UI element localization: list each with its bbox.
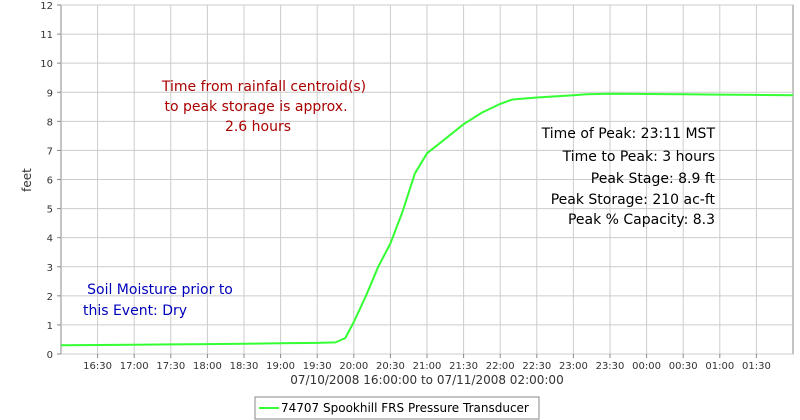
x-tick-label: 16:30 xyxy=(83,361,112,372)
peak-annotation: Time of Peak: 23:11 MST Time to Peak: 3 … xyxy=(541,126,716,228)
x-tick-label: 21:00 xyxy=(413,361,442,372)
rainfall-annotation: Time from rainfall centroid(s) to peak s… xyxy=(161,79,366,135)
peak-annotation-line-3: Peak Stage: 8.9 ft xyxy=(591,171,716,187)
soil-annotation: Soil Moisture prior to this Event: Dry xyxy=(83,282,233,319)
x-tick-label: 19:00 xyxy=(266,361,295,372)
x-tick-label: 01:30 xyxy=(742,361,771,372)
y-tick-label: 0 xyxy=(47,350,53,361)
x-axis-label: 07/10/2008 16:00:00 to 07/11/2008 02:00:… xyxy=(290,373,563,387)
soil-annotation-line-2: this Event: Dry xyxy=(83,303,187,319)
x-tick-label: 01:00 xyxy=(705,361,734,372)
x-tick-label: 20:00 xyxy=(339,361,368,372)
x-tick-label: 17:30 xyxy=(156,361,185,372)
y-tick-label: 12 xyxy=(40,1,53,12)
x-tick-label: 21:30 xyxy=(449,361,478,372)
x-tick-label: 19:30 xyxy=(303,361,332,372)
grid xyxy=(61,4,793,355)
legend-box xyxy=(254,396,540,420)
series-line xyxy=(60,92,794,347)
y-tick-label: 5 xyxy=(47,205,53,216)
peak-annotation-line-5: Peak % Capacity: 8.3 xyxy=(568,212,715,228)
x-tick-label: 23:00 xyxy=(559,361,588,372)
y-tick-label: 2 xyxy=(47,292,53,303)
series-group xyxy=(60,92,794,347)
rainfall-annotation-line-3: 2.6 hours xyxy=(225,119,291,135)
y-tick-label: 4 xyxy=(47,234,53,245)
peak-annotation-line-4: Peak Storage: 210 ac-ft xyxy=(551,192,716,208)
y-axis-label: feet xyxy=(20,168,34,192)
y-tick-label: 10 xyxy=(40,59,53,70)
x-tick-label: 18:30 xyxy=(230,361,259,372)
x-tick-label: 22:00 xyxy=(486,361,515,372)
legend-label: 74707 Spookhill FRS Pressure Transducer xyxy=(281,401,529,415)
rainfall-annotation-line-1: Time from rainfall centroid(s) xyxy=(161,79,366,95)
legend: 74707 Spookhill FRS Pressure Transducer xyxy=(254,396,540,420)
x-tick-label: 23:30 xyxy=(596,361,625,372)
y-tick-label: 1 xyxy=(47,321,53,332)
x-tick-label: 20:30 xyxy=(376,361,405,372)
x-tick-label: 00:00 xyxy=(632,361,661,372)
y-tick-label: 3 xyxy=(47,263,53,274)
x-tick-label: 17:00 xyxy=(120,361,149,372)
y-tick-label: 11 xyxy=(40,30,53,41)
soil-annotation-line-1: Soil Moisture prior to xyxy=(87,282,233,298)
rainfall-annotation-line-2: to peak storage is approx. xyxy=(164,99,347,115)
x-axis: 16:30 17:00 17:30 18:00 18:30 19:00 19:30 20:00… xyxy=(83,354,771,372)
peak-annotation-line-1: Time of Peak: 23:11 MST xyxy=(541,126,716,142)
x-tick-label: 22:30 xyxy=(522,361,551,372)
y-tick-label: 9 xyxy=(47,88,53,99)
peak-annotation-line-2: Time to Peak: 3 hours xyxy=(562,149,715,165)
y-tick-label: 7 xyxy=(47,146,53,157)
x-tick-label: 00:30 xyxy=(669,361,698,372)
x-tick-label: 18:00 xyxy=(193,361,222,372)
y-tick-label: 8 xyxy=(47,117,53,128)
y-tick-label: 6 xyxy=(47,176,53,187)
